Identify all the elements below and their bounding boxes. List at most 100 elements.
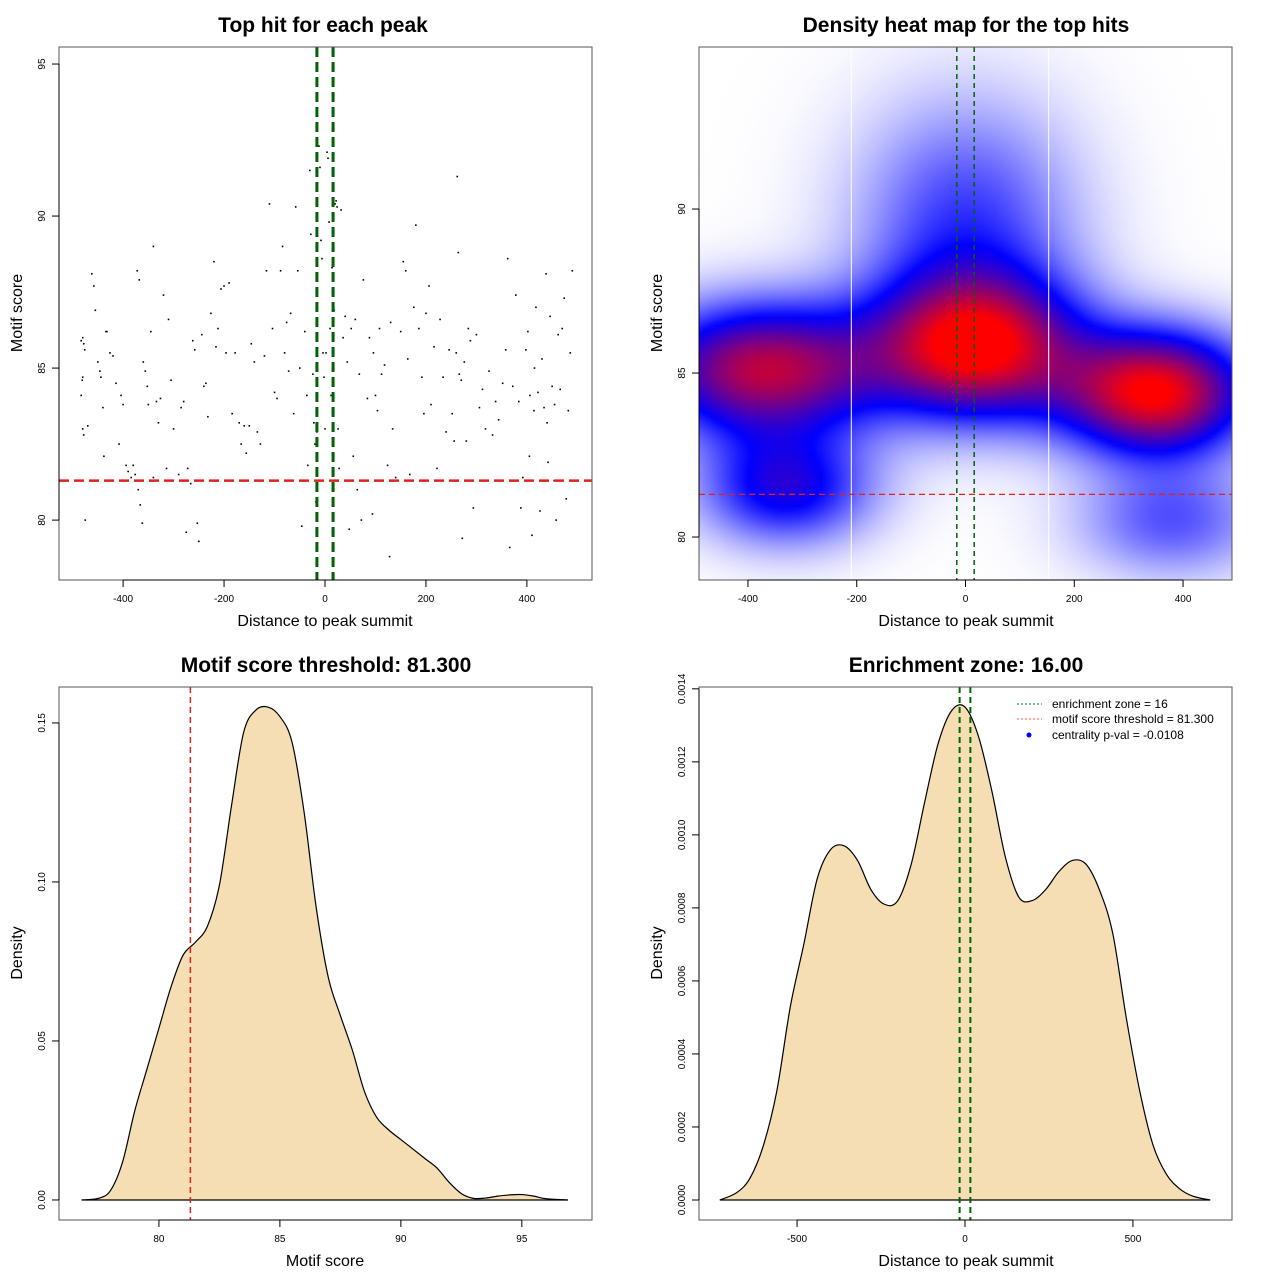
data-point [122, 403, 124, 406]
data-point [307, 464, 309, 467]
data-point [337, 428, 339, 430]
data-point [465, 440, 468, 442]
data-point [413, 306, 415, 309]
data-point [488, 370, 490, 372]
data-point [391, 428, 394, 430]
data-point [456, 175, 459, 178]
data-point [461, 537, 464, 540]
data-point [152, 476, 155, 479]
data-point [162, 294, 165, 296]
data-point [228, 282, 230, 284]
data-point [511, 385, 514, 388]
x-tick-label: 95 [516, 1234, 528, 1245]
data-point [394, 476, 397, 479]
data-point [136, 269, 139, 272]
data-point [567, 409, 570, 412]
data-point [310, 233, 312, 236]
data-point [348, 528, 351, 531]
x-tick-label: -200 [847, 594, 867, 605]
data-point [467, 327, 470, 330]
y-tick-label: 0.0014 [677, 673, 688, 704]
data-point [115, 382, 117, 385]
y-tick-label: 80 [37, 514, 48, 526]
data-point [360, 519, 363, 521]
data-point [248, 425, 251, 427]
data-point [457, 251, 460, 254]
data-point [152, 245, 155, 248]
data-point [372, 352, 375, 354]
data-point [346, 361, 349, 363]
data-point [292, 412, 295, 415]
x-tick-label: 200 [1066, 594, 1083, 605]
data-point [402, 260, 405, 263]
data-point [460, 379, 463, 382]
data-point [243, 425, 246, 427]
y-tick-label: 95 [37, 58, 48, 70]
data-point [336, 206, 338, 208]
data-point [533, 409, 535, 412]
y-axis-label: Motif score [9, 274, 26, 352]
data-point [453, 440, 456, 442]
data-point [103, 455, 105, 458]
legend-label: centrality p-val = -0.0108 [1052, 728, 1184, 742]
data-point [529, 394, 531, 397]
density-curve [719, 704, 1211, 1201]
density-area [81, 706, 568, 1200]
data-point [451, 412, 453, 415]
y-tick-label: 0.10 [37, 872, 48, 892]
data-point [132, 464, 134, 467]
data-point [137, 488, 140, 491]
data-point [294, 206, 297, 208]
data-point [81, 376, 84, 378]
x-tick-label: 200 [418, 594, 435, 605]
data-point [404, 269, 407, 272]
data-point [319, 166, 321, 169]
x-tick-label: 0 [322, 594, 328, 605]
data-point [378, 327, 381, 330]
data-point [406, 358, 409, 360]
data-point [182, 400, 185, 403]
data-point [253, 361, 256, 363]
y-tick-label: 0.00 [37, 1190, 48, 1210]
data-point [144, 370, 147, 372]
data-point [442, 376, 444, 378]
data-point [273, 391, 276, 394]
data-point [165, 467, 168, 470]
data-point [547, 461, 549, 464]
data-point [313, 422, 315, 424]
x-tick-label: -400 [738, 594, 758, 605]
data-point [81, 379, 84, 382]
data-point [328, 221, 330, 223]
data-point [344, 315, 346, 318]
data-point [425, 312, 427, 315]
y-tick-label: 0.0010 [677, 819, 688, 850]
data-point [285, 321, 288, 324]
data-point [388, 555, 391, 558]
data-point [350, 327, 353, 330]
data-point [338, 467, 340, 470]
y-tick-label: 85 [677, 367, 688, 379]
data-point [455, 352, 458, 354]
data-point [555, 519, 557, 521]
data-point [231, 412, 233, 415]
data-point [93, 285, 95, 287]
x-tick-label: 0 [962, 1234, 968, 1245]
data-point [189, 482, 192, 485]
data-point [458, 373, 461, 375]
data-point [80, 394, 83, 397]
panel-position-density: Enrichment zone: 16.00 -500 0 500 0.0000 0.0… [649, 654, 1233, 1270]
y-tick-label: 90 [677, 203, 688, 215]
data-point [223, 285, 225, 287]
data-point [106, 330, 108, 333]
data-point [494, 400, 497, 403]
data-point [551, 385, 553, 388]
data-point [362, 279, 365, 281]
data-point [155, 400, 158, 403]
data-point [549, 315, 551, 318]
data-point [428, 285, 430, 287]
data-point [557, 333, 559, 336]
y-tick-label: 0.0004 [677, 1038, 688, 1069]
data-point [472, 507, 475, 509]
data-point [80, 339, 83, 342]
